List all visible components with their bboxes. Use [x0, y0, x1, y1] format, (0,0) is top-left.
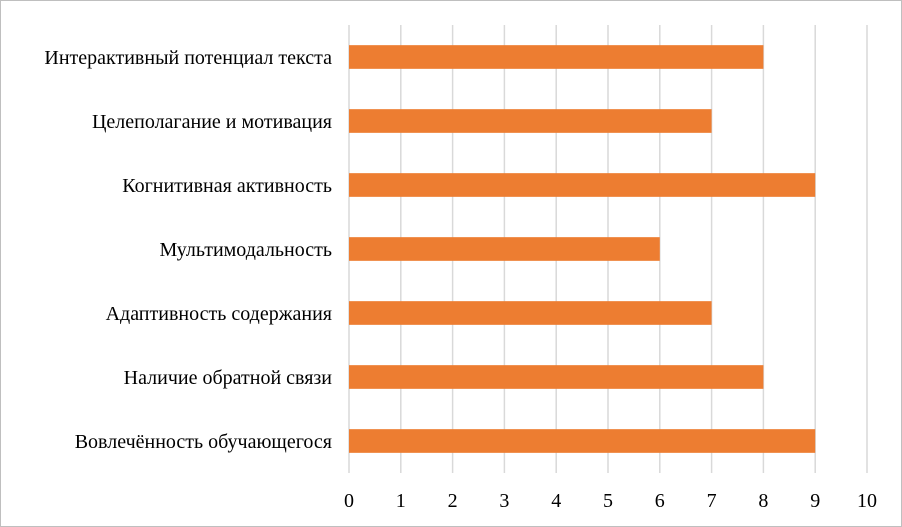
category-label: Интерактивный потенциал текста: [44, 47, 332, 69]
x-tick-labels: 0 1 2 3 4 5 6 7 8 9 10: [344, 490, 877, 512]
x-tick-label: 3: [499, 490, 509, 512]
bar: [349, 45, 764, 69]
x-tick-label: 1: [396, 490, 406, 512]
x-tick-label: 0: [344, 490, 354, 512]
x-tick-label: 8: [758, 490, 768, 512]
category-label: Целеполагание и мотивация: [92, 111, 332, 133]
x-tick-label: 6: [655, 490, 665, 512]
category-label: Мультимодальность: [159, 239, 332, 261]
category-label: Когнитивная активность: [122, 175, 332, 197]
x-tick-label: 5: [603, 490, 613, 512]
bar: [349, 365, 764, 389]
bar: [349, 109, 712, 133]
category-label: Наличие обратной связи: [124, 367, 333, 389]
x-tick-label: 2: [448, 490, 458, 512]
x-tick-label: 7: [707, 490, 717, 512]
x-tick-label: 10: [857, 490, 877, 512]
bar: [349, 173, 816, 197]
category-labels: Интерактивный потенциал текста Целеполага…: [44, 47, 332, 453]
category-label: Вовлечённость обучающегося: [75, 431, 332, 453]
bar: [349, 429, 816, 453]
x-tick-label: 4: [551, 490, 561, 512]
category-label: Адаптивность содержания: [106, 303, 332, 325]
bar: [349, 237, 660, 261]
x-tick-label: 9: [810, 490, 820, 512]
bars: [349, 45, 816, 453]
bar: [349, 301, 712, 325]
